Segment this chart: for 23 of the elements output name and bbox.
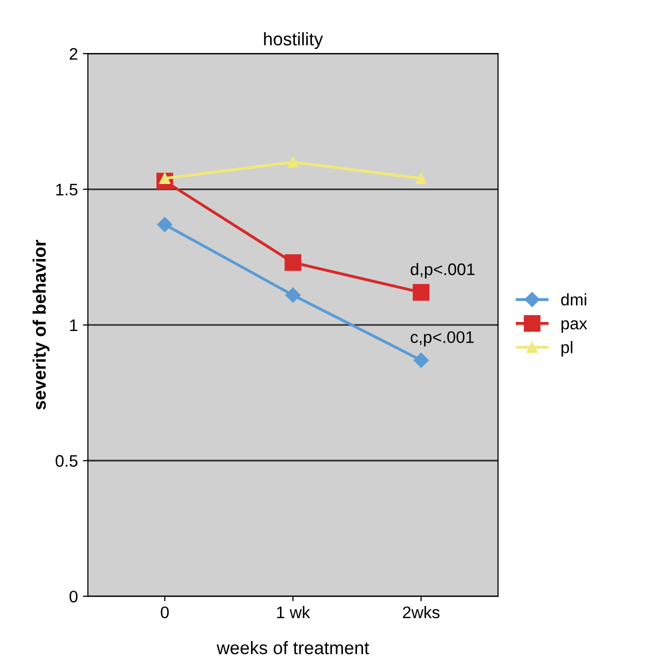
y-tick-label: 1 [70,320,78,331]
legend-label: dmi [561,293,586,306]
legend-label: pl [562,341,572,357]
point [287,156,299,168]
y-tick-label: 2 [70,48,78,60]
annotation: d,p<.001 [410,262,475,278]
x-tick-label: 1 wk [277,606,310,618]
legend-label: pax [562,320,588,333]
x-tick-label: 2wks [402,606,440,618]
y-tick-label: 0 [70,590,78,603]
point [416,172,427,184]
point [284,254,302,271]
point [412,284,430,301]
point [285,288,301,303]
x-tick-label: 0 [160,606,169,618]
annotation: c,p<.001 [410,331,474,346]
y-tick-label: 0.5 [56,455,78,467]
point [414,352,429,368]
y-tick-label: 1.5 [56,184,78,196]
point [157,216,172,232]
x-axis-title: weeks of treatment [216,641,370,654]
chart-title: hostility [264,32,324,50]
y-axis-title: severity of behavior [32,240,50,410]
